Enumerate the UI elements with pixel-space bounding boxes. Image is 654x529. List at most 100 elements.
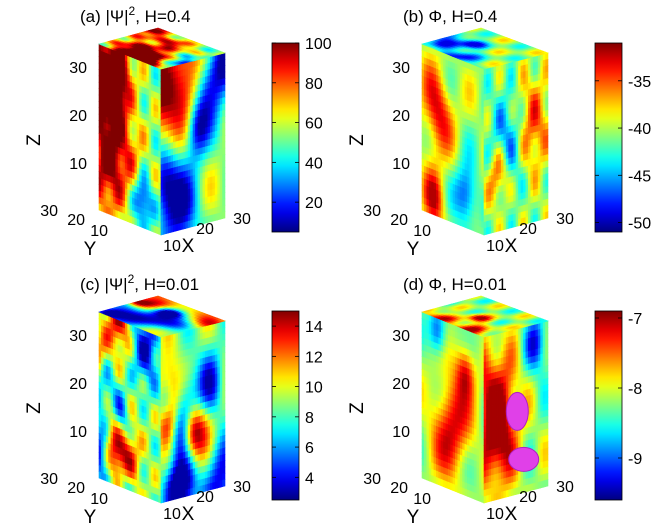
heatmap-cell <box>175 153 179 162</box>
heatmap-cell <box>545 192 549 200</box>
heatmap-cell <box>520 198 524 207</box>
heatmap-cell <box>197 116 201 124</box>
heatmap-cell <box>160 355 164 363</box>
heatmap-cell <box>168 225 172 234</box>
heatmap-cell <box>168 91 172 100</box>
heatmap-cell <box>537 111 541 120</box>
heatmap-cell <box>503 203 507 212</box>
heatmap-cell <box>488 168 492 177</box>
heatmap-cell <box>542 97 546 106</box>
heatmap-cell <box>523 140 527 149</box>
heatmap-cell <box>525 76 529 85</box>
heatmap-cell <box>525 121 529 129</box>
heatmap-cell <box>205 107 209 116</box>
heatmap-cell <box>219 173 223 182</box>
heatmap-cell <box>180 209 184 218</box>
heatmap-cell <box>168 187 172 196</box>
heatmap-cell <box>173 441 177 450</box>
heatmap-cell <box>168 372 172 381</box>
heatmap-cell <box>217 91 221 100</box>
heatmap-cell <box>528 75 532 84</box>
heatmap-cell <box>486 175 490 184</box>
heatmap-cell <box>207 157 211 166</box>
heatmap-cell <box>212 124 216 133</box>
heatmap-cell <box>180 196 184 205</box>
heatmap-cell <box>207 62 211 71</box>
heatmap-cell <box>525 70 529 79</box>
heatmap-cell <box>180 152 184 161</box>
heatmap-cell <box>177 357 181 365</box>
heatmap-cell <box>513 79 517 88</box>
heatmap-cell <box>222 185 226 194</box>
heatmap-cell <box>528 190 532 199</box>
heatmap-cell <box>209 93 213 102</box>
heatmap-cell <box>545 77 549 86</box>
heatmap-cell <box>217 168 221 176</box>
heatmap-cell <box>173 217 177 226</box>
heatmap-cell <box>170 71 174 80</box>
heatmap-cell <box>545 198 549 207</box>
heatmap-cell <box>205 114 209 122</box>
heatmap-cell <box>537 54 541 63</box>
heatmap-cell <box>508 119 512 127</box>
heatmap-cell <box>182 151 186 160</box>
heatmap-cell <box>212 182 216 190</box>
heatmap-cell <box>168 142 172 151</box>
heatmap-cell <box>177 401 181 410</box>
heatmap-cell <box>532 163 536 172</box>
heatmap-cell <box>160 112 164 121</box>
heatmap-cell <box>483 67 487 76</box>
heatmap-cell <box>542 129 546 138</box>
heatmap-cell <box>195 192 199 201</box>
heatmap-cell <box>173 460 177 469</box>
heatmap-cell <box>486 131 490 139</box>
heatmap-cell <box>160 470 164 478</box>
heatmap-cell <box>182 170 186 179</box>
heatmap-cell <box>540 136 544 145</box>
heatmap-cell <box>175 191 179 200</box>
heatmap-cell <box>469 222 473 231</box>
heatmap-cell <box>503 184 507 192</box>
heatmap-cell <box>165 475 169 483</box>
heatmap-cell <box>505 158 509 166</box>
heatmap-cell <box>207 69 211 77</box>
heatmap-cell <box>498 102 502 111</box>
heatmap-cell <box>170 403 174 412</box>
heatmap-cell <box>496 64 500 73</box>
heatmap-cell <box>177 127 181 136</box>
heatmap-cell <box>177 82 181 91</box>
heatmap-cell <box>513 117 517 126</box>
heatmap-cell <box>542 59 546 68</box>
heatmap-cell <box>219 110 223 119</box>
heatmap-cell <box>508 176 512 185</box>
heatmap-cell <box>496 135 500 143</box>
heatmap-cell <box>486 143 490 152</box>
heatmap-cell <box>165 66 169 75</box>
heatmap-cell <box>163 475 167 484</box>
heatmap-cell <box>510 156 514 165</box>
heatmap-cell <box>542 65 546 74</box>
heatmap-cell <box>192 136 196 145</box>
heatmap-cell <box>197 205 201 213</box>
heatmap-cell <box>505 81 509 90</box>
heatmap-cell <box>217 136 221 145</box>
heatmap-cell <box>214 168 218 177</box>
heatmap-cell <box>190 124 194 133</box>
heatmap-cell <box>173 422 177 430</box>
heatmap-cell <box>175 185 179 194</box>
heatmap-cell <box>518 65 522 74</box>
heatmap-cell <box>530 81 534 90</box>
heatmap-cell <box>209 182 213 191</box>
x-tick-label: 20 <box>519 221 537 238</box>
heatmap-cell <box>498 223 502 232</box>
heatmap-cell <box>185 170 189 178</box>
heatmap-cell <box>163 112 167 120</box>
heatmap-cell <box>177 184 181 193</box>
heatmap-cell <box>219 59 223 68</box>
heatmap-cell <box>530 145 534 154</box>
heatmap-cell <box>165 481 169 490</box>
heatmap-cell <box>222 58 226 67</box>
heatmap-cell <box>542 116 546 125</box>
heatmap-cell <box>537 117 541 126</box>
heatmap-cell <box>160 380 164 389</box>
